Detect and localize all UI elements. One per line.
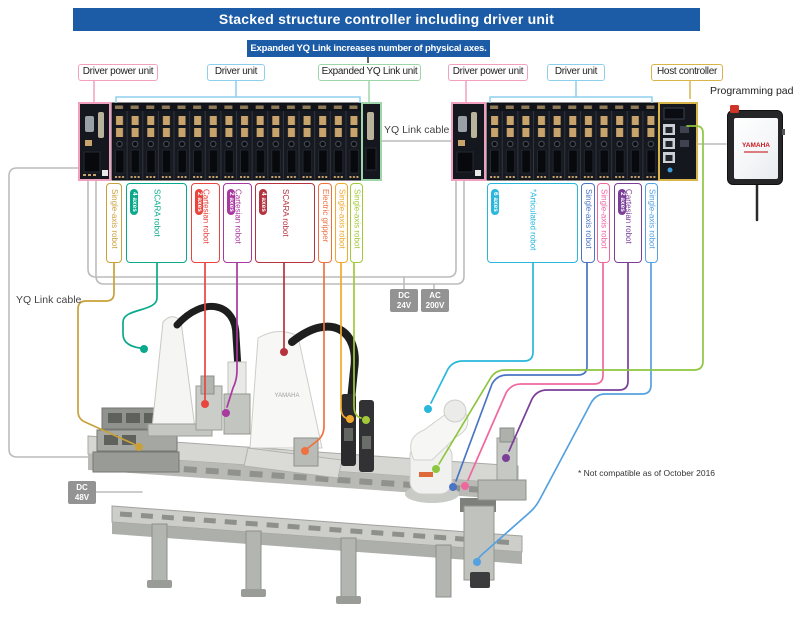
- robot-label-cartesian-1: 2 axes Cartesian robot: [191, 183, 220, 263]
- robot-label-single-axis-1: Single-axis robot: [106, 183, 122, 263]
- robot-label-single-axis-6: Single-axis robot: [645, 183, 658, 263]
- robot-label-electric-gripper: Electric gripper: [318, 183, 332, 263]
- label-expanded-yq-link-unit: Expanded YQ Link unit: [318, 64, 421, 81]
- host-controller-line: [438, 125, 704, 465]
- axes-badge: 2 axes: [226, 189, 235, 215]
- driver-unit-bracket-right: [489, 96, 653, 103]
- scara-robot-left: [151, 316, 196, 429]
- axes-badge: 2 axes: [194, 189, 203, 215]
- scara-brand-text: YAMAHA: [275, 393, 300, 399]
- robot-label-scara-1: 4 axes SCARA robot: [126, 183, 187, 263]
- scara-robot-center: [249, 331, 323, 449]
- lift-axis-body: [463, 505, 495, 581]
- pad-tagline-bar: [744, 151, 768, 153]
- label-driver-unit-right: Driver unit: [547, 64, 605, 81]
- robot-label-single-axis-3: Single-axis robot: [350, 183, 363, 263]
- page-title: Stacked structure controller including d…: [73, 8, 700, 31]
- yq-link-cable-mid-label: YQ Link cable: [384, 124, 450, 136]
- power-cable-outer: [95, 180, 465, 285]
- robot-rig-photo: YAMAHA: [87, 302, 527, 604]
- yq-link-cable-left-label: YQ Link cable: [16, 294, 82, 306]
- axes-badge: 4 axes: [129, 189, 138, 215]
- footnote: * Not compatible as of October 2016: [578, 468, 716, 478]
- label-driver-power-unit-left: Driver power unit: [78, 64, 158, 81]
- label-driver-power-unit-right: Driver power unit: [448, 64, 528, 81]
- right-controller-rack: [451, 102, 698, 181]
- robot-label-cartesian-2: 2 axes Cartesian robot: [223, 183, 252, 263]
- power-cable-inner: [87, 180, 457, 278]
- axes-badge: 2 axes: [617, 189, 626, 215]
- robot-label-single-axis-4: Single-axis robot: [581, 183, 595, 263]
- pad-brand-logo: YAMAHA: [742, 142, 770, 149]
- robot-label-single-axis-5: Single-axis robot: [597, 183, 610, 263]
- robot-label-scara-2: 4 axes SCARA robot: [255, 183, 315, 263]
- ac200v-badge: AC 200V: [421, 289, 449, 312]
- driver-unit-bracket-left: [115, 96, 361, 103]
- label-host-controller: Host controller: [651, 64, 723, 81]
- robot-label-articulated: 6 axes *Articulated robot: [487, 183, 578, 263]
- gray-cables: [8, 140, 727, 493]
- dc24v-badge: DC 24V: [390, 289, 418, 312]
- programming-pad-device: YAMAHA: [727, 105, 785, 185]
- dc48v-badge: DC 48V: [68, 481, 96, 504]
- label-programming-pad: Programming pad: [710, 85, 794, 97]
- pad-emergency-button: [730, 105, 739, 113]
- yq-link-cable-left-line: [8, 167, 119, 458]
- pad-screen: YAMAHA: [734, 118, 778, 179]
- label-driver-unit-left: Driver unit: [207, 64, 265, 81]
- yq-link-callout: Expanded YQ Link increases number of phy…: [247, 40, 490, 57]
- label-connectors: [93, 57, 691, 103]
- left-controller-rack: [78, 102, 382, 181]
- robot-connection-dots: [135, 345, 510, 566]
- pad-side-button: [782, 129, 785, 135]
- robot-connection-lines: [77, 125, 704, 560]
- axes-badge: 4 axes: [258, 189, 267, 215]
- axes-badge: 6 axes: [490, 189, 499, 215]
- cartesian-carriage-1: [195, 385, 223, 431]
- robot-label-single-axis-2: Single-axis robot: [335, 183, 348, 263]
- robot-label-cartesian-3: 2 axes Cartesian robot: [614, 183, 642, 263]
